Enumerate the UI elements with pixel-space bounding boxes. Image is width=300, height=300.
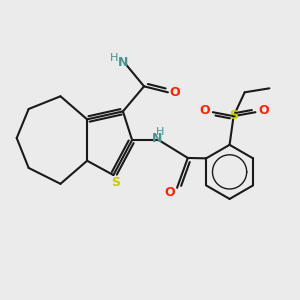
Text: O: O: [258, 104, 269, 117]
Text: O: O: [200, 104, 210, 117]
Text: H: H: [156, 127, 164, 137]
Text: N: N: [152, 132, 162, 146]
Text: S: S: [229, 109, 238, 122]
Text: N: N: [118, 56, 128, 69]
Text: H: H: [110, 53, 118, 63]
Text: O: O: [165, 186, 175, 199]
Text: O: O: [170, 86, 180, 99]
Text: S: S: [111, 176, 120, 189]
